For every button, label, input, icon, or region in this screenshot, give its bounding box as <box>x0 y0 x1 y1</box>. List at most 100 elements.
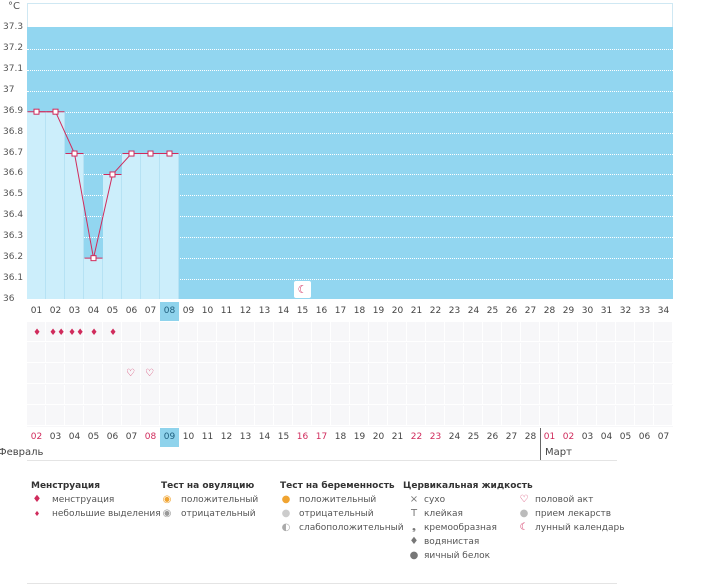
cycle-day-label[interactable]: 24 <box>467 306 480 316</box>
symptom-cell[interactable] <box>445 343 464 363</box>
calendar-date[interactable]: 06 <box>638 432 651 442</box>
symptom-cell[interactable] <box>122 343 141 363</box>
calendar-date[interactable]: 09 <box>160 428 179 447</box>
symptom-cell[interactable] <box>635 343 654 363</box>
symptom-cell[interactable] <box>464 364 483 384</box>
symptom-cell[interactable] <box>635 385 654 405</box>
symptom-cell[interactable] <box>350 406 369 426</box>
symptom-cell[interactable] <box>635 322 654 342</box>
cycle-day-label[interactable]: 03 <box>68 306 81 316</box>
symptom-cell[interactable] <box>388 406 407 426</box>
calendar-date[interactable]: 23 <box>429 432 442 442</box>
symptom-cell[interactable] <box>578 406 597 426</box>
intercourse-icon[interactable]: ♡ <box>145 368 154 379</box>
symptom-cell[interactable] <box>540 322 559 342</box>
symptom-cell[interactable] <box>236 385 255 405</box>
symptom-cell[interactable] <box>293 343 312 363</box>
symptom-cell[interactable] <box>217 343 236 363</box>
menstruation-icon[interactable]: ♦ <box>109 328 118 338</box>
symptom-cell[interactable] <box>559 364 578 384</box>
cycle-day-label[interactable]: 17 <box>334 306 347 316</box>
symptom-cell[interactable] <box>426 343 445 363</box>
symptom-cell[interactable] <box>616 406 635 426</box>
calendar-date[interactable]: 04 <box>600 432 613 442</box>
calendar-date[interactable]: 14 <box>258 432 271 442</box>
calendar-date[interactable]: 26 <box>486 432 499 442</box>
calendar-date[interactable]: 03 <box>49 432 62 442</box>
symptom-cell[interactable] <box>103 364 122 384</box>
symptom-cell[interactable] <box>654 385 673 405</box>
symptom-cell[interactable] <box>141 343 160 363</box>
symptom-cell[interactable] <box>559 385 578 405</box>
symptom-cell[interactable] <box>236 406 255 426</box>
calendar-date[interactable]: 06 <box>106 432 119 442</box>
symptom-cell[interactable] <box>179 406 198 426</box>
symptom-cell[interactable] <box>217 385 236 405</box>
symptom-cell[interactable] <box>369 364 388 384</box>
symptom-cell[interactable] <box>616 364 635 384</box>
symptom-cell[interactable] <box>27 322 46 342</box>
symptom-cell[interactable] <box>103 406 122 426</box>
symptom-cell[interactable] <box>521 343 540 363</box>
calendar-date[interactable]: 07 <box>125 432 138 442</box>
calendar-date[interactable]: 03 <box>581 432 594 442</box>
menstruation-icon[interactable]: ♦ <box>33 328 42 338</box>
symptom-cell[interactable] <box>540 343 559 363</box>
symptom-cell[interactable] <box>521 322 540 342</box>
symptom-cell[interactable] <box>464 385 483 405</box>
symptom-cell[interactable] <box>369 343 388 363</box>
symptom-cell[interactable] <box>521 364 540 384</box>
symptom-cell[interactable] <box>27 385 46 405</box>
cycle-day-label[interactable]: 10 <box>201 306 214 316</box>
symptom-cell[interactable] <box>103 385 122 405</box>
calendar-date[interactable]: 12 <box>220 432 233 442</box>
calendar-date[interactable]: 28 <box>524 432 537 442</box>
cycle-day-label[interactable]: 30 <box>581 306 594 316</box>
cycle-day-label[interactable]: 34 <box>657 306 670 316</box>
symptom-cell[interactable] <box>179 322 198 342</box>
symptom-cell[interactable] <box>217 406 236 426</box>
symptom-cell[interactable] <box>255 364 274 384</box>
symptom-cell[interactable] <box>502 343 521 363</box>
symptom-cell[interactable] <box>597 322 616 342</box>
symptom-cell[interactable] <box>331 406 350 426</box>
symptom-cell[interactable] <box>445 406 464 426</box>
symptom-cell[interactable] <box>255 406 274 426</box>
symptom-cell[interactable] <box>312 322 331 342</box>
symptom-cell[interactable] <box>46 364 65 384</box>
cycle-day-label[interactable]: 12 <box>239 306 252 316</box>
cycle-day-label[interactable]: 23 <box>448 306 461 316</box>
symptom-cell[interactable] <box>84 322 103 342</box>
symptom-cell[interactable] <box>388 343 407 363</box>
symptom-cell[interactable] <box>426 406 445 426</box>
symptom-cell[interactable] <box>350 364 369 384</box>
cycle-day-label[interactable]: 09 <box>182 306 195 316</box>
symptom-cell[interactable] <box>84 385 103 405</box>
symptom-cell[interactable] <box>274 343 293 363</box>
symptom-cell[interactable] <box>483 364 502 384</box>
calendar-date[interactable]: 02 <box>30 432 43 442</box>
symptom-cell[interactable] <box>236 322 255 342</box>
symptom-cell[interactable] <box>559 406 578 426</box>
symptom-cell[interactable] <box>122 406 141 426</box>
symptom-cell[interactable] <box>27 406 46 426</box>
symptom-cell[interactable] <box>84 343 103 363</box>
calendar-date[interactable]: 18 <box>334 432 347 442</box>
symptom-cell[interactable] <box>502 406 521 426</box>
symptom-cell[interactable] <box>483 343 502 363</box>
symptom-cell[interactable] <box>65 364 84 384</box>
symptom-cell[interactable] <box>483 406 502 426</box>
symptom-cell[interactable] <box>255 385 274 405</box>
symptom-cell[interactable] <box>160 406 179 426</box>
cycle-day-label[interactable]: 29 <box>562 306 575 316</box>
symptom-cell[interactable] <box>540 364 559 384</box>
cycle-day-label[interactable]: 11 <box>220 306 233 316</box>
symptom-cell[interactable] <box>84 364 103 384</box>
symptom-cell[interactable] <box>616 385 635 405</box>
calendar-date[interactable]: 16 <box>296 432 309 442</box>
symptom-cell[interactable] <box>217 322 236 342</box>
symptom-cell[interactable] <box>559 343 578 363</box>
cycle-day-label[interactable]: 31 <box>600 306 613 316</box>
symptom-cell[interactable] <box>578 364 597 384</box>
symptom-cell[interactable] <box>540 406 559 426</box>
